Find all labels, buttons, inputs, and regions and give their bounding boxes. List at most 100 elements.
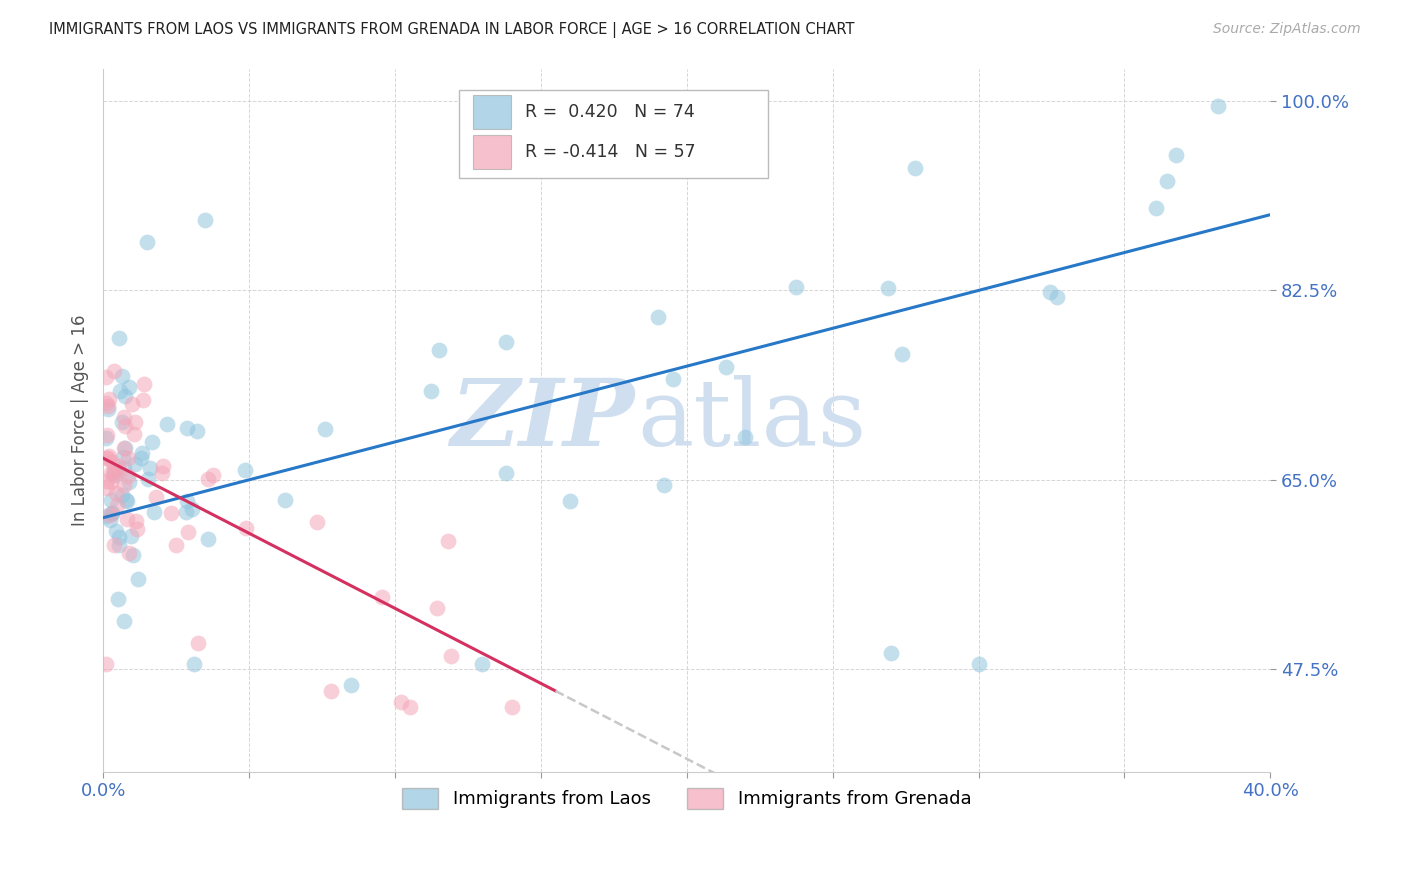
Point	[174, 505, 197, 519]
Text: R =  0.420   N = 74: R = 0.420 N = 74	[524, 103, 695, 121]
Point	[1166, 148, 1188, 162]
Point	[141, 434, 163, 449]
Point	[94, 396, 117, 410]
Point	[108, 331, 131, 345]
Point	[94, 431, 117, 445]
Point	[96, 481, 118, 495]
Point	[97, 450, 120, 465]
Point	[904, 161, 927, 175]
Point	[181, 501, 204, 516]
Point	[1039, 285, 1062, 300]
Point	[103, 538, 125, 552]
Point	[136, 472, 159, 486]
Text: atlas: atlas	[638, 376, 868, 466]
Point	[647, 310, 669, 325]
Point	[100, 454, 122, 468]
Point	[233, 463, 256, 477]
Point	[652, 478, 675, 492]
Point	[340, 678, 363, 692]
Point	[436, 533, 458, 548]
Point	[121, 397, 143, 411]
Point	[880, 646, 903, 660]
Point	[139, 461, 162, 475]
Point	[100, 475, 122, 489]
Point	[785, 280, 807, 294]
Point	[122, 548, 145, 562]
Point	[112, 409, 135, 424]
Point	[194, 213, 217, 227]
Y-axis label: In Labor Force | Age > 16: In Labor Force | Age > 16	[72, 315, 89, 526]
Point	[94, 370, 117, 384]
Point	[120, 529, 142, 543]
Point	[97, 392, 120, 406]
Point	[108, 464, 131, 478]
Point	[471, 657, 494, 671]
Point	[1206, 99, 1229, 113]
Point	[94, 657, 117, 671]
Point	[187, 636, 209, 650]
Point	[100, 493, 122, 508]
Legend: Immigrants from Laos, Immigrants from Grenada: Immigrants from Laos, Immigrants from Gr…	[395, 780, 979, 816]
Point	[201, 468, 224, 483]
Point	[114, 418, 136, 433]
Bar	[474, 95, 510, 129]
Point	[100, 506, 122, 520]
Bar	[474, 135, 510, 169]
Point	[125, 522, 148, 536]
Point	[274, 492, 297, 507]
Point	[124, 514, 146, 528]
Point	[98, 513, 121, 527]
Point	[890, 346, 912, 360]
Point	[117, 469, 139, 483]
Point	[186, 424, 208, 438]
Text: R = -0.414   N = 57: R = -0.414 N = 57	[524, 143, 695, 161]
Point	[103, 463, 125, 477]
Point	[103, 467, 125, 482]
Point	[94, 508, 117, 523]
Point	[115, 512, 138, 526]
Point	[495, 466, 517, 480]
Point	[398, 700, 420, 714]
Point	[425, 601, 447, 615]
Point	[132, 392, 155, 407]
Point	[197, 472, 219, 486]
Point	[101, 506, 124, 520]
Point	[1144, 201, 1167, 215]
Point	[124, 457, 146, 471]
Point	[97, 399, 120, 413]
Point	[115, 492, 138, 507]
Point	[111, 368, 134, 383]
Point	[112, 478, 135, 492]
Point	[111, 415, 134, 429]
Point	[419, 384, 441, 398]
Point	[104, 468, 127, 483]
Point	[183, 657, 205, 671]
Point	[96, 428, 118, 442]
Point	[150, 466, 173, 480]
Point	[134, 376, 156, 391]
Point	[662, 372, 685, 386]
Point	[235, 520, 257, 534]
Point	[427, 343, 450, 357]
Point	[495, 334, 517, 349]
Point	[112, 614, 135, 628]
Point	[135, 235, 157, 249]
Point	[152, 459, 174, 474]
Point	[118, 546, 141, 560]
Point	[124, 427, 146, 442]
Point	[115, 493, 138, 508]
Point	[124, 415, 146, 429]
Point	[143, 505, 166, 519]
Point	[105, 485, 128, 500]
Text: Source: ZipAtlas.com: Source: ZipAtlas.com	[1213, 22, 1361, 37]
Point	[100, 466, 122, 480]
Point	[105, 524, 128, 539]
Point	[716, 360, 738, 375]
Point	[156, 417, 179, 431]
Point	[131, 446, 153, 460]
Point	[94, 474, 117, 488]
Point	[112, 461, 135, 475]
FancyBboxPatch shape	[460, 89, 769, 178]
Point	[112, 441, 135, 455]
Point	[98, 449, 121, 463]
